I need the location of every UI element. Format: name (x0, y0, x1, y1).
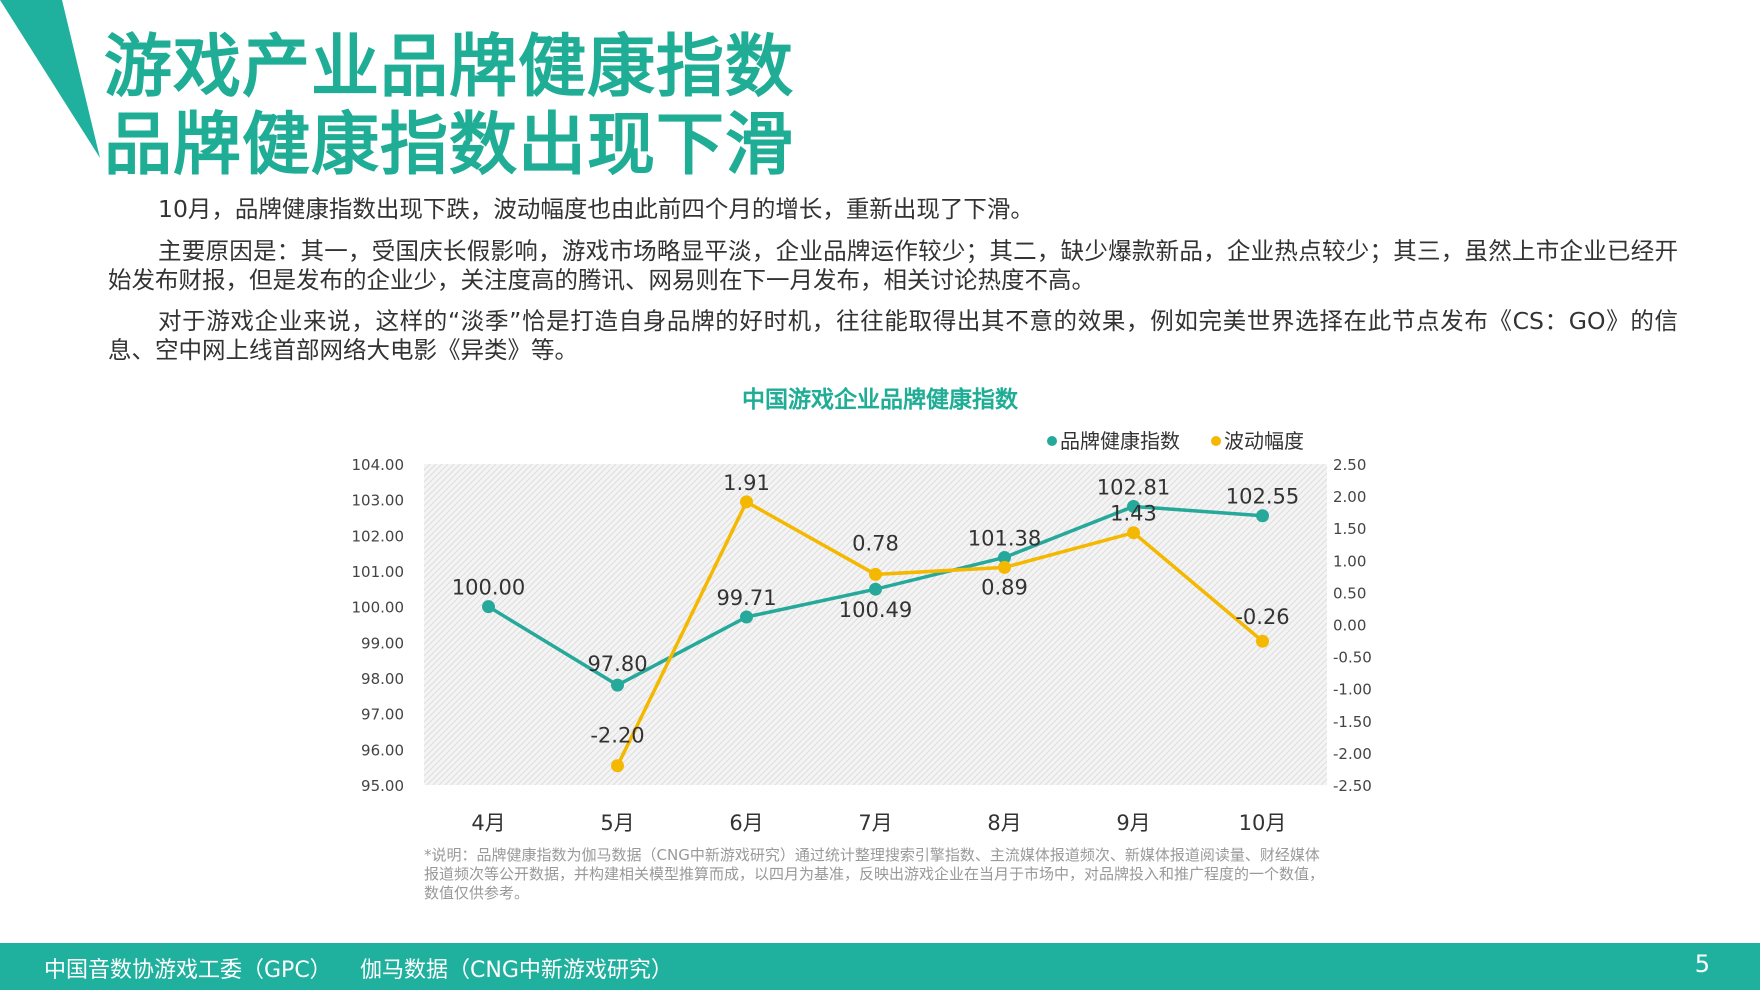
y-axis-left: 104.00 103.00 102.00 101.00 100.00 99.00 98.00… (352, 456, 405, 795)
health-point (869, 582, 882, 596)
y-right-tick-label: 2.00 (1333, 488, 1366, 506)
x-axis: 4月 5月 6月 7月 8月 9月 10月 (471, 811, 1286, 835)
y-axis-right: 2.50 2.00 1.50 1.00 0.50 0.00 -0.50 -1.00 -1.50 -… (1333, 456, 1372, 795)
legend-marker-health (1047, 436, 1057, 446)
series-health: 100.00 97.80 99.71 100.49 101.38 102.81 102.55 (452, 475, 1299, 692)
fluctuation-point (1127, 526, 1140, 540)
y-right-tick-label: -1.00 (1333, 681, 1372, 699)
fluctuation-point (1256, 634, 1269, 648)
paragraph-2: 主要原因是：其一，受国庆长假影响，游戏市场略显平淡，企业品牌运作较少；其二，缺少… (108, 237, 1678, 294)
footer-org-gpc: 中国音数协游戏工委（GPC） (44, 958, 332, 983)
y-left-tick-label: 99.00 (361, 634, 404, 652)
x-tick-label: 5月 (600, 811, 634, 835)
health-data-label: 102.81 (1097, 475, 1170, 499)
health-point (1127, 499, 1140, 513)
fluctuation-data-label: 0.89 (981, 575, 1028, 599)
x-tick-label: 6月 (729, 811, 763, 835)
brand-health-chart: 中国游戏企业品牌健康指数 品牌健康指数 波动幅度 104.00 103.00 102… (352, 386, 1372, 835)
x-tick-label: 9月 (1116, 811, 1150, 835)
footer-bar: 中国音数协游戏工委（GPC） 伽马数据（CNG中新游戏研究） 5 (0, 943, 1760, 990)
series-fluctuation: -2.20 1.91 0.78 0.89 1.43 -0.26 (590, 471, 1290, 773)
fluctuation-data-label: 1.91 (723, 471, 770, 495)
x-tick-label: 8月 (987, 811, 1021, 835)
paragraph-1: 10月，品牌健康指数出现下跌，波动幅度也由此前四个月的增长，重新出现了下滑。 (158, 195, 1034, 223)
fluctuation-data-label: 0.78 (852, 531, 899, 555)
health-point (1256, 509, 1269, 523)
y-left-tick-label: 103.00 (352, 492, 405, 510)
y-left-tick-label: 97.00 (361, 706, 404, 724)
y-right-tick-label: 1.00 (1333, 552, 1366, 570)
y-right-tick-label: -2.50 (1333, 777, 1372, 795)
fluctuation-point (740, 495, 753, 509)
fluctuation-point (611, 759, 624, 773)
fluctuation-point (998, 560, 1011, 574)
y-right-tick-label: 0.50 (1333, 584, 1366, 602)
fluctuation-point (869, 567, 882, 581)
health-data-label: 101.38 (968, 526, 1041, 550)
page-title: 游戏产业品牌健康指数 (104, 28, 795, 107)
page-number: 5 (1694, 950, 1710, 978)
health-data-label: 102.55 (1226, 485, 1299, 509)
y-left-tick-label: 100.00 (352, 599, 405, 617)
health-data-label: 100.49 (839, 598, 912, 622)
health-point (482, 600, 495, 614)
health-point (611, 678, 624, 692)
fluctuation-data-label: 1.43 (1110, 502, 1157, 526)
y-left-tick-label: 104.00 (352, 456, 405, 474)
y-left-tick-label: 101.00 (352, 563, 405, 581)
health-point (998, 550, 1011, 564)
footer-org-cng: 伽马数据（CNG中新游戏研究） (360, 958, 673, 983)
x-tick-label: 7月 (858, 811, 892, 835)
health-point (740, 610, 753, 624)
plot-area (424, 464, 1327, 785)
legend-marker-fluctuation (1211, 436, 1221, 446)
y-left-tick-label: 102.00 (352, 527, 405, 545)
health-data-label: 97.80 (587, 652, 647, 676)
fluctuation-data-label: -0.26 (1235, 605, 1289, 629)
corner-decoration (0, 0, 100, 158)
health-data-label: 100.00 (452, 576, 525, 600)
health-data-label: 99.71 (716, 586, 776, 610)
y-right-tick-label: -2.00 (1333, 745, 1372, 763)
page-subtitle: 品牌健康指数出现下滑 (104, 106, 795, 185)
y-right-tick-label: 2.50 (1333, 456, 1366, 474)
chart-title: 中国游戏企业品牌健康指数 (742, 386, 1019, 413)
fluctuation-line (615, 500, 1264, 767)
x-tick-label: 10月 (1239, 811, 1287, 835)
y-left-tick-label: 98.00 (361, 670, 404, 688)
y-right-tick-label: 1.50 (1333, 520, 1366, 538)
chart-note: *说明：品牌健康指数为伽马数据（CNG中新游戏研究）通过统计整理搜索引擎指数、主… (424, 846, 1325, 902)
y-left-tick-label: 96.00 (361, 741, 404, 759)
legend-label-health: 品牌健康指数 (1060, 429, 1180, 453)
paragraph-3: 对于游戏企业来说，这样的“淡季”恰是打造自身品牌的好时机，往往能取得出其不意的效… (108, 307, 1678, 364)
chart-legend: 品牌健康指数 波动幅度 (1047, 429, 1304, 453)
x-tick-label: 4月 (471, 811, 505, 835)
legend-label-fluctuation: 波动幅度 (1224, 429, 1304, 453)
y-right-tick-label: -1.50 (1333, 713, 1372, 731)
y-left-tick-label: 95.00 (361, 777, 404, 795)
fluctuation-data-label: -2.20 (590, 724, 644, 748)
y-right-tick-label: -0.50 (1333, 649, 1372, 667)
y-right-tick-label: 0.00 (1333, 617, 1366, 635)
